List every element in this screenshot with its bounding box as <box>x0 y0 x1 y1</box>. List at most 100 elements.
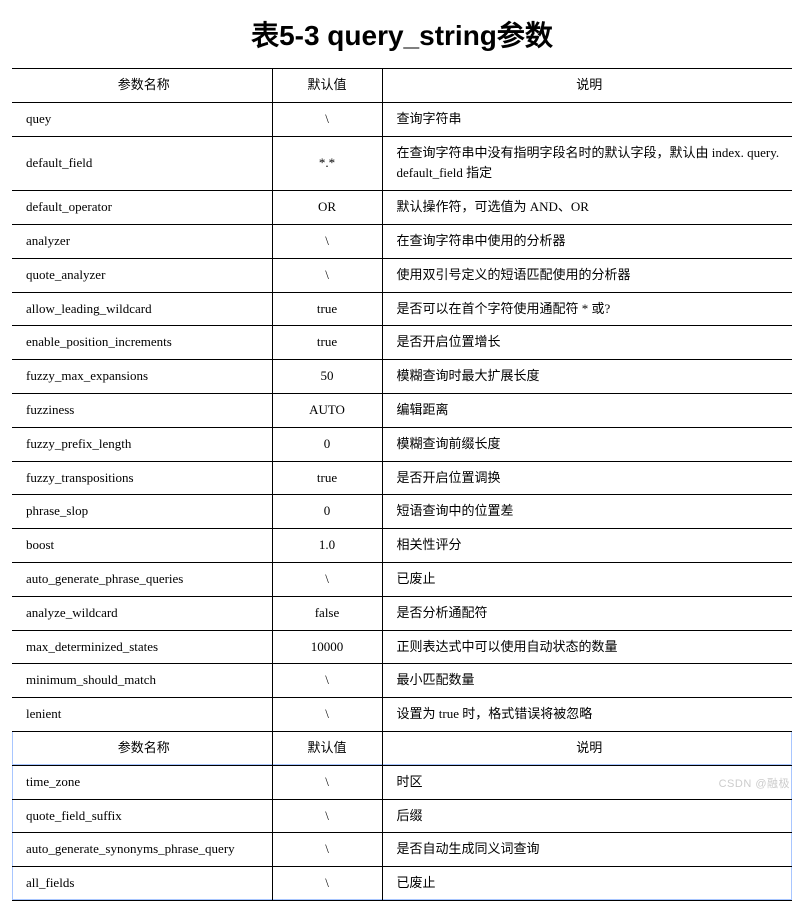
table-row: analyzer\在查询字符串中使用的分析器 <box>12 224 792 258</box>
cell-default: AUTO <box>272 393 382 427</box>
cell-default: \ <box>272 562 382 596</box>
cell-param-name: analyzer <box>12 224 272 258</box>
cell-desc: 编辑距离 <box>382 393 792 427</box>
cell-default: 0 <box>272 427 382 461</box>
cell-param-name: fuzziness <box>12 393 272 427</box>
cell-default: \ <box>272 258 382 292</box>
cell-default: true <box>272 292 382 326</box>
table-row: auto_generate_synonyms_phrase_query\是否自动… <box>12 833 792 867</box>
table-row: fuzzy_max_expansions50模糊查询时最大扩展长度 <box>12 360 792 394</box>
cell-desc: 默认操作符，可选值为 AND、OR <box>382 191 792 225</box>
cell-desc: 已废止 <box>382 562 792 596</box>
cell-desc: 是否自动生成同义词查询 <box>382 833 792 867</box>
cell-param-name: fuzzy_prefix_length <box>12 427 272 461</box>
table-row: default_operatorOR默认操作符，可选值为 AND、OR <box>12 191 792 225</box>
cell-param-name: boost <box>12 529 272 563</box>
cell-desc: 模糊查询前缀长度 <box>382 427 792 461</box>
cell-default: \ <box>272 664 382 698</box>
cell-desc: 是否可以在首个字符使用通配符 * 或? <box>382 292 792 326</box>
cell-desc: 是否分析通配符 <box>382 596 792 630</box>
cell-desc: 查询字符串 <box>382 102 792 136</box>
cell-default: \ <box>272 867 382 901</box>
table-head-bottom: 参数名称 默认值 说明 <box>12 731 792 765</box>
table-row: all_fields\已废止 <box>12 867 792 901</box>
table-row: quote_field_suffix\后缀 <box>12 799 792 833</box>
cell-param-name: auto_generate_phrase_queries <box>12 562 272 596</box>
table-row: analyze_wildcardfalse是否分析通配符 <box>12 596 792 630</box>
cell-param-name: lenient <box>12 698 272 732</box>
col-header-name-2: 参数名称 <box>12 731 272 765</box>
cell-desc: 正则表达式中可以使用自动状态的数量 <box>382 630 792 664</box>
cell-param-name: minimum_should_match <box>12 664 272 698</box>
cell-default: true <box>272 461 382 495</box>
cell-desc: 后缀 <box>382 799 792 833</box>
table-row: enable_position_incrementstrue是否开启位置增长 <box>12 326 792 360</box>
cell-param-name: default_operator <box>12 191 272 225</box>
table-row: phrase_slop0短语查询中的位置差 <box>12 495 792 529</box>
cell-param-name: phrase_slop <box>12 495 272 529</box>
cell-desc: 模糊查询时最大扩展长度 <box>382 360 792 394</box>
col-header-desc: 说明 <box>382 69 792 103</box>
cell-default: \ <box>272 833 382 867</box>
cell-param-name: time_zone <box>12 765 272 799</box>
cell-default: 1.0 <box>272 529 382 563</box>
cell-default: \ <box>272 224 382 258</box>
table-row: max_determinized_states10000正则表达式中可以使用自动… <box>12 630 792 664</box>
table-row: minimum_should_match\最小匹配数量 <box>12 664 792 698</box>
cell-param-name: max_determinized_states <box>12 630 272 664</box>
params-table: 参数名称 默认值 说明 quey\查询字符串default_field*.*在查… <box>12 68 792 901</box>
col-header-desc-2: 说明 <box>382 731 792 765</box>
table-row: allow_leading_wildcardtrue是否可以在首个字符使用通配符… <box>12 292 792 326</box>
table-row: auto_generate_phrase_queries\已废止 <box>12 562 792 596</box>
col-header-default-2: 默认值 <box>272 731 382 765</box>
watermark-text: CSDN @融极 <box>719 775 790 791</box>
cell-desc: 在查询字符串中使用的分析器 <box>382 224 792 258</box>
cell-param-name: auto_generate_synonyms_phrase_query <box>12 833 272 867</box>
cell-desc: 是否开启位置增长 <box>382 326 792 360</box>
col-header-default: 默认值 <box>272 69 382 103</box>
cell-desc: 最小匹配数量 <box>382 664 792 698</box>
cell-desc: 设置为 true 时，格式错误将被忽略 <box>382 698 792 732</box>
table-row: time_zone\时区 <box>12 765 792 799</box>
table-body-top: quey\查询字符串default_field*.*在查询字符串中没有指明字段名… <box>12 102 792 731</box>
cell-default: \ <box>272 765 382 799</box>
cell-param-name: analyze_wildcard <box>12 596 272 630</box>
cell-default: \ <box>272 799 382 833</box>
cell-default: OR <box>272 191 382 225</box>
cell-default: 0 <box>272 495 382 529</box>
cell-param-name: enable_position_increments <box>12 326 272 360</box>
table-row: lenient\设置为 true 时，格式错误将被忽略 <box>12 698 792 732</box>
table-row: boost1.0相关性评分 <box>12 529 792 563</box>
table-row: fuzzy_prefix_length0模糊查询前缀长度 <box>12 427 792 461</box>
table-section-bottom: 参数名称 默认值 说明 <box>12 731 792 765</box>
cell-desc: 是否开启位置调换 <box>382 461 792 495</box>
cell-desc: 短语查询中的位置差 <box>382 495 792 529</box>
cell-param-name: allow_leading_wildcard <box>12 292 272 326</box>
table-title: 表5-3 query_string参数 <box>12 14 792 54</box>
cell-default: \ <box>272 698 382 732</box>
table-body-bottom: time_zone\时区quote_field_suffix\后缀auto_ge… <box>12 765 792 900</box>
table-row: quey\查询字符串 <box>12 102 792 136</box>
cell-default: true <box>272 326 382 360</box>
cell-desc: 在查询字符串中没有指明字段名时的默认字段，默认由 index. query. d… <box>382 136 792 191</box>
table-row: default_field*.*在查询字符串中没有指明字段名时的默认字段，默认由… <box>12 136 792 191</box>
cell-desc: 已废止 <box>382 867 792 901</box>
cell-param-name: quey <box>12 102 272 136</box>
cell-desc: 使用双引号定义的短语匹配使用的分析器 <box>382 258 792 292</box>
cell-desc: 相关性评分 <box>382 529 792 563</box>
col-header-name: 参数名称 <box>12 69 272 103</box>
cell-default: *.* <box>272 136 382 191</box>
table-row: quote_analyzer\使用双引号定义的短语匹配使用的分析器 <box>12 258 792 292</box>
cell-default: 10000 <box>272 630 382 664</box>
cell-param-name: quote_field_suffix <box>12 799 272 833</box>
cell-param-name: fuzzy_transpositions <box>12 461 272 495</box>
cell-param-name: quote_analyzer <box>12 258 272 292</box>
table-row: fuzzinessAUTO编辑距离 <box>12 393 792 427</box>
cell-default: 50 <box>272 360 382 394</box>
cell-param-name: default_field <box>12 136 272 191</box>
cell-default: \ <box>272 102 382 136</box>
table-head-top: 参数名称 默认值 说明 <box>12 69 792 103</box>
cell-param-name: fuzzy_max_expansions <box>12 360 272 394</box>
cell-param-name: all_fields <box>12 867 272 901</box>
table-row: fuzzy_transpositionstrue是否开启位置调换 <box>12 461 792 495</box>
